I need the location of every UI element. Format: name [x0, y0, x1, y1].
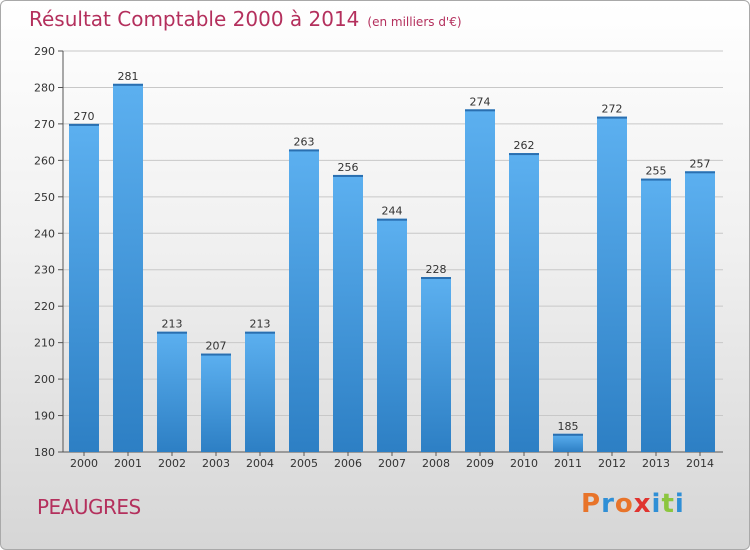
logo-letter: P — [581, 489, 602, 519]
x-tick-label: 2007 — [378, 457, 406, 470]
bar-top-edge — [333, 174, 363, 177]
bar — [69, 123, 99, 452]
bar — [597, 116, 627, 453]
bar-top-edge — [421, 277, 451, 280]
bar — [201, 353, 231, 452]
x-tick-label: 2008 — [422, 457, 450, 470]
y-tick-label: 230 — [34, 264, 55, 277]
y-tick-label: 260 — [34, 154, 55, 167]
x-tick-label: 2011 — [554, 457, 582, 470]
bar-top-edge — [641, 178, 671, 181]
bar — [289, 149, 319, 452]
bar — [113, 83, 143, 453]
x-tick-label: 2013 — [642, 457, 670, 470]
x-tick-label: 2005 — [290, 457, 318, 470]
logo-letter: t — [661, 489, 675, 519]
x-tick-label: 2009 — [466, 457, 494, 470]
bar — [157, 331, 187, 452]
data-label: 213 — [162, 318, 183, 331]
bar — [553, 433, 583, 452]
x-tick-label: 2000 — [70, 457, 98, 470]
data-labels: 270 281 213 207 213 263 256 244 228 274 262 185 272 2… — [74, 70, 711, 433]
bar — [333, 174, 363, 453]
bar-top-edge — [201, 353, 231, 356]
x-tick-label: 2006 — [334, 457, 362, 470]
bar-top-edge — [69, 123, 99, 126]
x-tick-label: 2003 — [202, 457, 230, 470]
data-label: 281 — [118, 70, 139, 83]
bar — [509, 153, 539, 452]
y-tick-label: 200 — [34, 373, 55, 386]
proxiti-logo: Proxiti — [581, 489, 685, 519]
x-tick-label: 2012 — [598, 457, 626, 470]
logo-letter: i — [651, 489, 662, 519]
bar-top-edge — [289, 149, 319, 152]
data-label: 270 — [74, 110, 95, 123]
x-tick-label: 2010 — [510, 457, 538, 470]
y-tick-label: 240 — [34, 227, 55, 240]
bar-top-edge — [113, 83, 143, 86]
chart-title-text: Résultat Comptable 2000 à 2014 — [29, 7, 360, 31]
bar-top-edge — [553, 433, 583, 436]
logo-letter: i — [674, 489, 685, 519]
bar-top-edge — [465, 109, 495, 112]
bar-top-edge — [377, 218, 407, 221]
y-tick-label: 250 — [34, 191, 55, 204]
y-tick-label: 280 — [34, 81, 55, 94]
data-label: 263 — [294, 135, 315, 148]
data-label: 256 — [338, 161, 359, 174]
logo-letter: r — [601, 489, 615, 519]
data-label: 185 — [558, 420, 579, 433]
y-tick-label: 190 — [34, 410, 55, 423]
bar — [465, 109, 495, 452]
chart-subtitle: (en milliers d'€) — [367, 15, 462, 29]
bar-top-edge — [685, 171, 715, 174]
x-tick-label: 2004 — [246, 457, 274, 470]
logo-letter: x — [633, 489, 652, 519]
data-label: 272 — [602, 103, 623, 116]
bar-top-edge — [245, 331, 275, 334]
y-tick-label: 180 — [34, 446, 55, 459]
bar-top-edge — [509, 153, 539, 156]
y-tick-label: 220 — [34, 300, 55, 313]
data-label: 244 — [382, 205, 403, 218]
x-tick-label: 2002 — [158, 457, 186, 470]
y-tick-label: 270 — [34, 118, 55, 131]
x-tick-label: 2001 — [114, 457, 142, 470]
data-label: 274 — [470, 95, 491, 108]
bar — [377, 218, 407, 452]
city-name: PEAUGRES — [37, 495, 141, 519]
x-tick-label: 2014 — [686, 457, 714, 470]
bar — [685, 171, 715, 453]
bars — [69, 83, 715, 453]
bar-top-edge — [597, 116, 627, 119]
logo-letter: o — [614, 489, 634, 519]
data-label: 257 — [690, 157, 711, 170]
data-label: 262 — [514, 139, 535, 152]
bar — [245, 331, 275, 452]
bar — [421, 277, 451, 452]
data-label: 207 — [206, 340, 227, 353]
data-label: 228 — [426, 263, 447, 276]
chart-title: Résultat Comptable 2000 à 2014 (en millie… — [29, 7, 462, 31]
y-tick-label: 290 — [34, 45, 55, 58]
data-label: 255 — [646, 165, 667, 178]
bar-top-edge — [157, 331, 187, 334]
y-tick-label: 210 — [34, 337, 55, 350]
bar — [641, 178, 671, 452]
data-label: 213 — [250, 318, 271, 331]
